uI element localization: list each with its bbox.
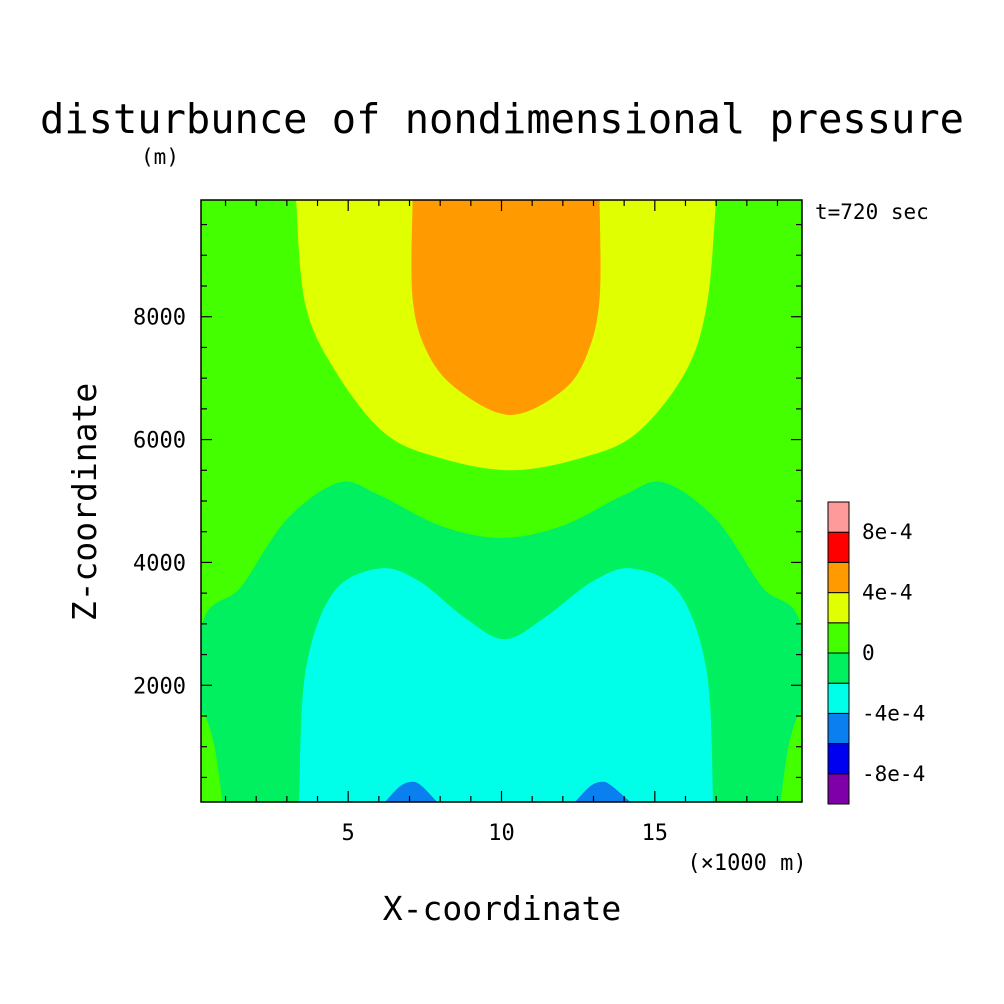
colorbar-swatch: [827, 743, 850, 775]
colorbar-swatch: [827, 652, 850, 684]
y-tick-label: 8000: [133, 306, 186, 331]
contour-region: [201, 713, 223, 802]
time-label: t=720 sec: [815, 200, 929, 224]
axis-ticks: [201, 200, 802, 802]
x-axis-title: X-coordinate: [383, 889, 621, 928]
x-tick-label: 15: [642, 821, 669, 846]
plot-area: [200, 199, 803, 803]
y-tick-label: 2000: [133, 674, 186, 699]
colorbar-legend: 8e-4 4e-4 0 -4e-4 -8e-4: [827, 501, 925, 805]
tick-labels: 5 10 15 2000 4000 6000 8000: [133, 306, 668, 846]
y-axis-title: Z-coordinate: [65, 383, 104, 621]
colorbar-swatch: [827, 531, 850, 563]
contour-region: [411, 200, 601, 415]
contour-region: [299, 568, 714, 802]
colorbar-swatch: [827, 773, 850, 805]
contour-region: [384, 781, 438, 802]
y-unit-label: (m): [141, 145, 179, 169]
y-tick-label: 4000: [133, 551, 186, 576]
colorbar-label: 0: [862, 641, 875, 665]
colorbar-label: 8e-4: [862, 520, 913, 544]
chart-title: disturbunce of nondimensional pressure: [40, 95, 964, 143]
x-tick-label: 10: [488, 821, 515, 846]
colorbar-label: -8e-4: [862, 762, 925, 786]
colorbar-swatch: [827, 592, 850, 624]
colorbar-swatch: [827, 561, 850, 594]
colorbar-swatch: [827, 622, 850, 654]
contour-region: [780, 713, 802, 802]
colorbar-swatch: [827, 712, 850, 745]
y-tick-label: 6000: [133, 429, 186, 454]
x-unit-label: (×1000 m): [687, 851, 806, 876]
colorbar-label: -4e-4: [862, 701, 925, 725]
x-tick-label: 5: [342, 821, 355, 846]
colorbar-swatch: [827, 682, 850, 714]
colorbar-label: 4e-4: [862, 581, 913, 605]
contour-region: [575, 781, 631, 802]
colorbar-swatch: [827, 501, 850, 533]
